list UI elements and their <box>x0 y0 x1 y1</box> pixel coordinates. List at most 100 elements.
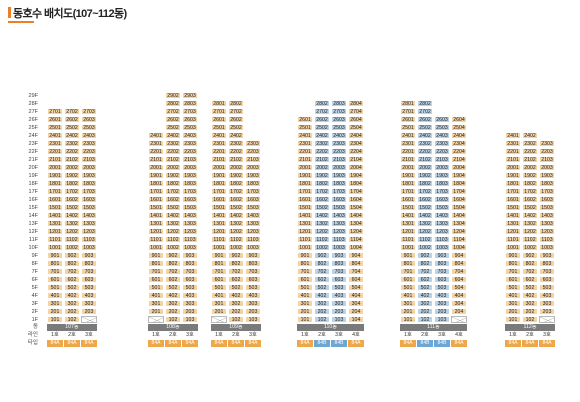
unit-cell: 103 <box>182 316 198 323</box>
line-label: 3호 <box>543 332 551 338</box>
unit-cell: 2303 <box>539 140 555 147</box>
unit-cell: 1401 <box>297 212 313 219</box>
unit-cell-none <box>211 316 227 323</box>
unit-cell: 1301 <box>148 220 164 227</box>
unit-cell: 602 <box>417 276 433 283</box>
floor-label: 16F <box>28 197 38 203</box>
unit-cell: 901 <box>211 252 227 259</box>
type-badge: 84A <box>505 340 521 347</box>
unit-cell: 2303 <box>81 140 97 147</box>
unit-cell: 2603 <box>331 116 347 123</box>
unit-cell: 1702 <box>314 188 330 195</box>
unit-cell: 1902 <box>64 172 80 179</box>
row-label-line: 라인 <box>27 332 38 338</box>
unit-cell: 2403 <box>182 132 198 139</box>
unit-cell: 802 <box>228 260 244 267</box>
unit-cell: 1104 <box>348 236 364 243</box>
unit-cell: 703 <box>182 268 198 275</box>
unit-cell: 1804 <box>451 180 467 187</box>
floor-label: 29F <box>28 93 38 99</box>
unit-cell: 1904 <box>348 172 364 179</box>
unit-cell: 1701 <box>148 188 164 195</box>
unit-cell: 2003 <box>81 164 97 171</box>
unit-cell: 1203 <box>539 228 555 235</box>
unit-cell: 1903 <box>81 172 97 179</box>
unit-cell: 1402 <box>165 212 181 219</box>
line-label: 4호 <box>352 332 360 338</box>
unit-cell: 1203 <box>245 228 261 235</box>
unit-cell: 102 <box>165 316 181 323</box>
unit-cell: 2301 <box>297 140 313 147</box>
unit-cell: 1903 <box>245 172 261 179</box>
unit-cell: 503 <box>182 284 198 291</box>
unit-cell: 502 <box>64 284 80 291</box>
unit-cell: 2502 <box>228 124 244 131</box>
unit-cell: 1203 <box>331 228 347 235</box>
unit-cell: 2001 <box>297 164 313 171</box>
type-badge: 84A <box>64 340 80 347</box>
unit-cell: 1202 <box>522 228 538 235</box>
unit-cell: 1302 <box>228 220 244 227</box>
unit-cell: 604 <box>451 276 467 283</box>
unit-cell: 2802 <box>314 100 330 107</box>
unit-cell: 2203 <box>81 148 97 155</box>
unit-cell: 402 <box>314 292 330 299</box>
unit-cell: 1602 <box>314 196 330 203</box>
unit-cell: 2002 <box>522 164 538 171</box>
unit-cell: 1103 <box>81 236 97 243</box>
unit-cell: 1503 <box>245 204 261 211</box>
unit-cell: 901 <box>505 252 521 259</box>
unit-cell: 1902 <box>417 172 433 179</box>
unit-cell: 1603 <box>81 196 97 203</box>
unit-cell: 2504 <box>348 124 364 131</box>
unit-cell: 1401 <box>47 212 63 219</box>
unit-cell: 2103 <box>245 156 261 163</box>
unit-cell: 2303 <box>182 140 198 147</box>
unit-cell: 2702 <box>417 108 433 115</box>
unit-cell: 2603 <box>182 116 198 123</box>
unit-cell: 902 <box>417 252 433 259</box>
unit-cell: 2201 <box>297 148 313 155</box>
unit-cell: 1801 <box>297 180 313 187</box>
unit-cell: 1404 <box>348 212 364 219</box>
unit-cell-none <box>81 316 97 323</box>
unit-cell: 1703 <box>245 188 261 195</box>
unit-cell: 2102 <box>522 156 538 163</box>
unit-cell: 703 <box>539 268 555 275</box>
unit-cell: 1001 <box>148 244 164 251</box>
unit-cell: 1302 <box>165 220 181 227</box>
unit-cell: 1403 <box>539 212 555 219</box>
unit-cell: 1901 <box>47 172 63 179</box>
unit-cell: 702 <box>228 268 244 275</box>
unit-cell: 501 <box>148 284 164 291</box>
unit-cell: 902 <box>314 252 330 259</box>
unit-cell: 2102 <box>417 156 433 163</box>
unit-cell: 1601 <box>297 196 313 203</box>
unit-cell: 804 <box>451 260 467 267</box>
unit-cell: 303 <box>331 300 347 307</box>
unit-cell: 1802 <box>64 180 80 187</box>
unit-cell: 801 <box>47 260 63 267</box>
unit-cell: 2703 <box>81 108 97 115</box>
title-accent-mark <box>8 7 11 18</box>
floor-label: 24F <box>28 133 38 139</box>
unit-cell: 2002 <box>64 164 80 171</box>
unit-cell: 2003 <box>434 164 450 171</box>
unit-cell: 1004 <box>451 244 467 251</box>
unit-cell: 102 <box>522 316 538 323</box>
unit-cell: 302 <box>417 300 433 307</box>
unit-cell: 1903 <box>539 172 555 179</box>
unit-cell: 2503 <box>434 124 450 131</box>
unit-cell: 2304 <box>348 140 364 147</box>
type-badge: 84B <box>331 340 347 347</box>
unit-cell: 1301 <box>505 220 521 227</box>
unit-cell: 1403 <box>434 212 450 219</box>
type-badge: 84A <box>81 340 97 347</box>
floor-label: 23F <box>28 141 38 147</box>
unit-cell: 1703 <box>539 188 555 195</box>
unit-cell: 1101 <box>505 236 521 243</box>
unit-cell: 403 <box>81 292 97 299</box>
unit-cell: 102 <box>314 316 330 323</box>
unit-cell: 1102 <box>417 236 433 243</box>
type-badge: 84A <box>451 340 467 347</box>
